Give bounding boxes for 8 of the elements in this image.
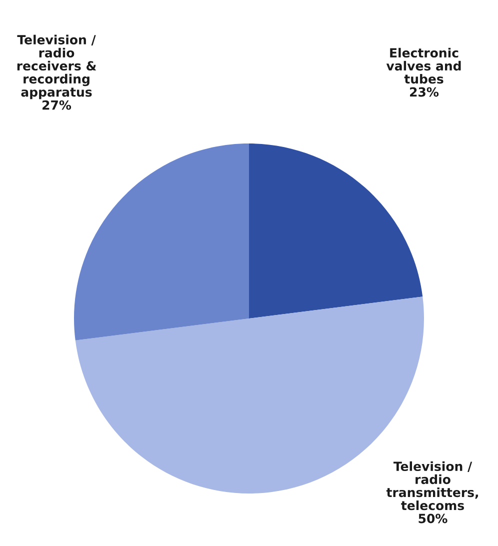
pie-slice [74,144,249,340]
data-label: 23% [410,87,439,97]
slice-label: Television / radio transmitters, telecoms [386,461,478,510]
slice-label: Television / radio receivers & recording apparatus [17,34,96,100]
data-label: 27% [42,100,72,110]
pie-slice [249,144,423,318]
slice-label: Electronic valves and tubes [386,48,461,84]
data-label: 50% [418,514,448,524]
